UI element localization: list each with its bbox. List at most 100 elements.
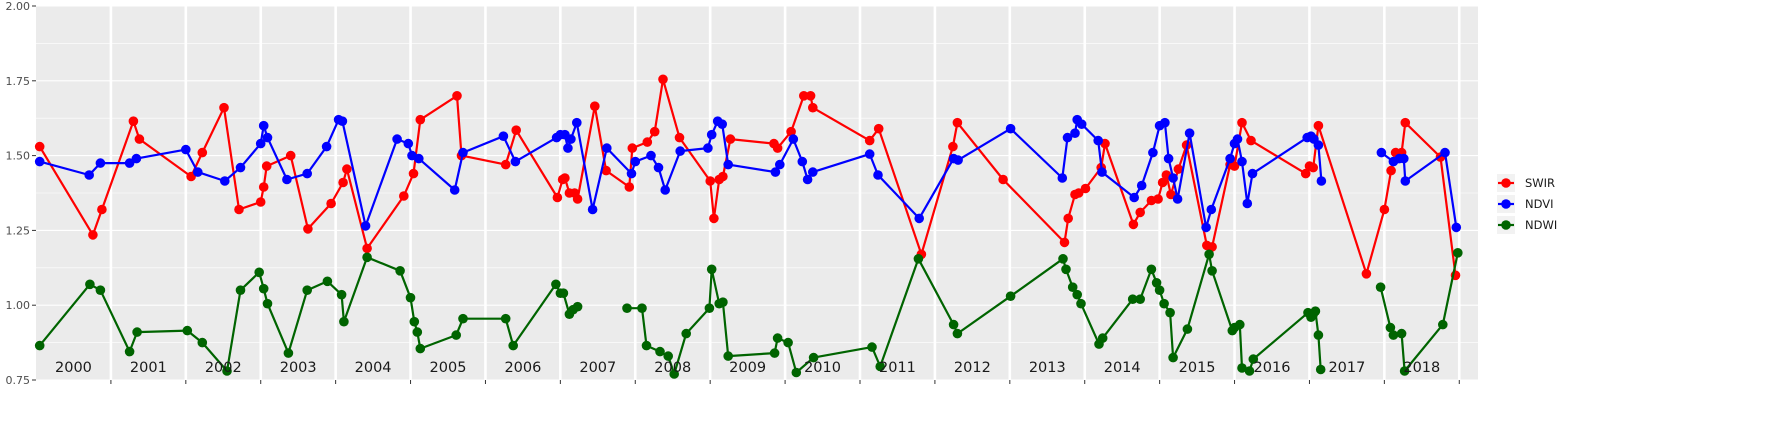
data-point-ndvi [1399,153,1409,164]
data-point-swir [1386,165,1396,176]
data-point-ndvi [587,204,598,215]
data-point-ndwi [1438,319,1448,330]
data-point-ndwi [412,327,423,337]
legend-key-point [1501,220,1511,230]
data-point-swir [709,213,719,224]
data-point-ndwi [1165,307,1175,318]
data-point-ndvi [1376,147,1387,158]
data-point-swir [601,165,611,176]
x-axis [110,380,1460,384]
data-point-ndvi [220,176,230,186]
series-layer [34,74,1463,379]
year-label: 2009 [729,360,766,376]
data-point-swir [258,182,269,192]
data-point-ndvi [1057,173,1068,183]
data-point-ndvi [1206,204,1217,215]
legend-key-point [1501,199,1511,209]
data-point-ndwi [222,366,232,376]
data-point-ndwi [1159,298,1169,309]
data-point-swir [219,102,229,113]
y-tick-label: 0.75 [6,374,31,387]
data-point-ndwi [322,276,333,287]
data-point-ndvi [788,134,799,144]
year-label: 2008 [654,360,691,376]
data-point-ndwi [723,351,733,361]
data-point-ndvi [1136,180,1147,191]
data-point-swir [134,134,145,144]
data-point-ndwi [34,340,45,351]
data-point-ndvi [1168,173,1178,183]
y-tick-label: 1.00 [6,299,31,312]
data-point-swir [1207,242,1217,252]
data-point-ndvi [723,159,733,170]
data-point-ndvi [1097,167,1107,177]
data-point-ndvi [808,167,818,177]
data-point-ndwi [508,340,518,351]
data-point-ndvi [1148,147,1158,158]
data-point-ndvi [626,168,637,179]
data-point-ndwi [1453,248,1463,258]
year-label: 2017 [1328,360,1365,376]
data-point-ndwi [1385,322,1396,333]
data-point-ndwi [1248,354,1259,364]
data-point-ndvi [1005,123,1016,134]
data-point-swir [342,164,352,174]
year-label: 2002 [205,360,242,376]
year-label: 2015 [1179,360,1216,376]
data-point-swir [642,137,653,147]
data-point-swir [560,173,570,183]
data-point-ndwi [706,264,717,275]
data-point-swir [415,114,426,125]
legend-label: NDVI [1525,197,1554,211]
data-point-ndwi [718,297,728,308]
data-point-swir [658,74,668,85]
data-point-ndvi [262,132,273,143]
data-point-swir [873,123,884,134]
legend-label: SWIR [1525,176,1555,190]
data-point-ndwi [867,342,877,352]
data-point-ndvi [660,185,670,195]
data-point-ndwi [791,367,802,378]
data-point-ndwi [1310,306,1321,317]
data-point-swir [128,116,139,126]
data-point-swir [864,135,875,146]
data-point-ndvi [953,155,963,165]
data-point-ndwi [663,351,673,361]
data-point-ndvi [1225,153,1235,164]
data-point-ndwi [772,333,783,343]
data-point-swir [1059,237,1070,248]
data-point-ndvi [131,153,142,164]
data-point-ndvi [458,147,468,158]
data-point-swir [1229,161,1240,171]
data-point-swir [572,194,583,204]
data-point-ndwi [1399,366,1410,376]
data-point-ndvi [1093,135,1103,146]
data-point-swir [1073,188,1084,198]
data-point-ndvi [802,174,813,185]
data-point-ndvi [1076,119,1087,129]
y-tick-label: 1.50 [6,150,31,163]
data-point-ndwi [339,316,349,327]
data-point-swir [1157,177,1168,188]
year-label: 2011 [879,360,916,376]
year-labels: 2000 2001 2002 2003 2004 2005 2006 2007 2008 2009… [55,360,1440,376]
data-point-swir [1313,120,1324,131]
data-point-ndwi [405,292,416,303]
data-point-ndwi [875,361,885,372]
data-point-ndwi [1182,324,1193,334]
data-point-ndvi [1451,222,1462,233]
data-point-swir [97,204,107,215]
data-point-ndvi [193,167,203,177]
series-swir [34,74,1461,281]
data-point-swir [998,174,1008,185]
data-point-swir [1135,207,1145,218]
data-point-swir [1308,162,1318,173]
data-point-ndvi [797,156,808,167]
data-point-swir [1300,168,1311,179]
data-point-ndwi [769,348,780,358]
data-point-swir [399,191,409,201]
year-label: 2010 [804,360,841,376]
data-point-swir [808,102,818,113]
data-point-ndvi [1062,132,1073,143]
data-point-ndvi [498,131,509,141]
